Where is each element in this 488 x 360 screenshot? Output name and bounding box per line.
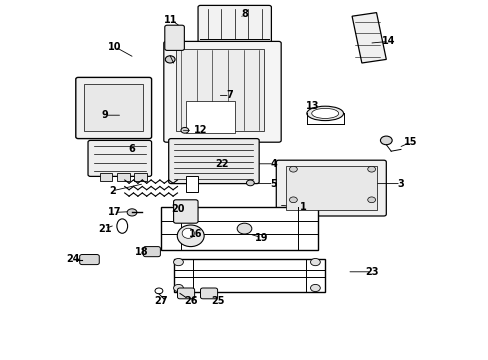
FancyBboxPatch shape <box>134 173 146 181</box>
Circle shape <box>173 258 183 266</box>
Ellipse shape <box>182 228 194 238</box>
Text: 10: 10 <box>108 42 122 52</box>
FancyBboxPatch shape <box>276 160 386 216</box>
Circle shape <box>367 197 375 203</box>
FancyBboxPatch shape <box>164 25 184 50</box>
Circle shape <box>289 166 297 172</box>
Text: 18: 18 <box>135 247 148 257</box>
Text: 11: 11 <box>164 15 178 25</box>
Circle shape <box>173 284 183 292</box>
FancyBboxPatch shape <box>88 140 151 176</box>
Text: 19: 19 <box>254 233 268 243</box>
Text: 26: 26 <box>183 296 197 306</box>
FancyBboxPatch shape <box>143 247 160 257</box>
Circle shape <box>380 136 391 145</box>
Text: 5: 5 <box>270 179 277 189</box>
Text: 15: 15 <box>403 137 417 147</box>
Circle shape <box>289 197 297 203</box>
Circle shape <box>181 127 188 133</box>
FancyBboxPatch shape <box>200 288 217 299</box>
Circle shape <box>310 258 320 266</box>
Ellipse shape <box>306 106 343 121</box>
FancyBboxPatch shape <box>185 176 198 192</box>
FancyBboxPatch shape <box>173 259 325 292</box>
FancyBboxPatch shape <box>285 166 376 210</box>
Text: 13: 13 <box>305 101 319 111</box>
Circle shape <box>310 284 320 292</box>
FancyBboxPatch shape <box>80 255 99 265</box>
FancyBboxPatch shape <box>161 207 317 250</box>
Text: 8: 8 <box>241 9 247 19</box>
FancyBboxPatch shape <box>173 200 198 223</box>
Text: 20: 20 <box>171 204 185 214</box>
Text: 1: 1 <box>299 202 306 212</box>
FancyBboxPatch shape <box>100 173 112 181</box>
Ellipse shape <box>117 219 127 233</box>
FancyBboxPatch shape <box>163 41 281 142</box>
Circle shape <box>237 223 251 234</box>
Ellipse shape <box>177 225 204 247</box>
Text: 24: 24 <box>66 254 80 264</box>
FancyBboxPatch shape <box>168 139 259 184</box>
FancyBboxPatch shape <box>117 173 129 181</box>
FancyBboxPatch shape <box>198 5 271 43</box>
Text: 16: 16 <box>188 229 202 239</box>
Ellipse shape <box>311 108 338 118</box>
FancyBboxPatch shape <box>76 77 151 139</box>
FancyBboxPatch shape <box>176 49 264 131</box>
FancyBboxPatch shape <box>185 101 234 133</box>
Text: 12: 12 <box>193 125 207 135</box>
Circle shape <box>127 209 137 216</box>
Circle shape <box>165 56 175 63</box>
Text: 27: 27 <box>154 296 168 306</box>
Text: 7: 7 <box>226 90 233 100</box>
Text: 3: 3 <box>397 179 404 189</box>
Polygon shape <box>351 13 386 63</box>
Text: 14: 14 <box>381 36 395 46</box>
Text: 2: 2 <box>109 186 116 196</box>
Text: 25: 25 <box>210 296 224 306</box>
Text: 21: 21 <box>98 224 112 234</box>
Text: 23: 23 <box>364 267 378 277</box>
Text: 22: 22 <box>215 159 229 169</box>
FancyBboxPatch shape <box>84 84 142 131</box>
Circle shape <box>246 180 254 186</box>
Text: 17: 17 <box>108 207 122 217</box>
Text: 6: 6 <box>128 144 135 154</box>
Text: 4: 4 <box>270 159 277 169</box>
Circle shape <box>367 166 375 172</box>
Circle shape <box>155 288 163 294</box>
Text: 9: 9 <box>102 110 108 120</box>
FancyBboxPatch shape <box>177 288 194 299</box>
